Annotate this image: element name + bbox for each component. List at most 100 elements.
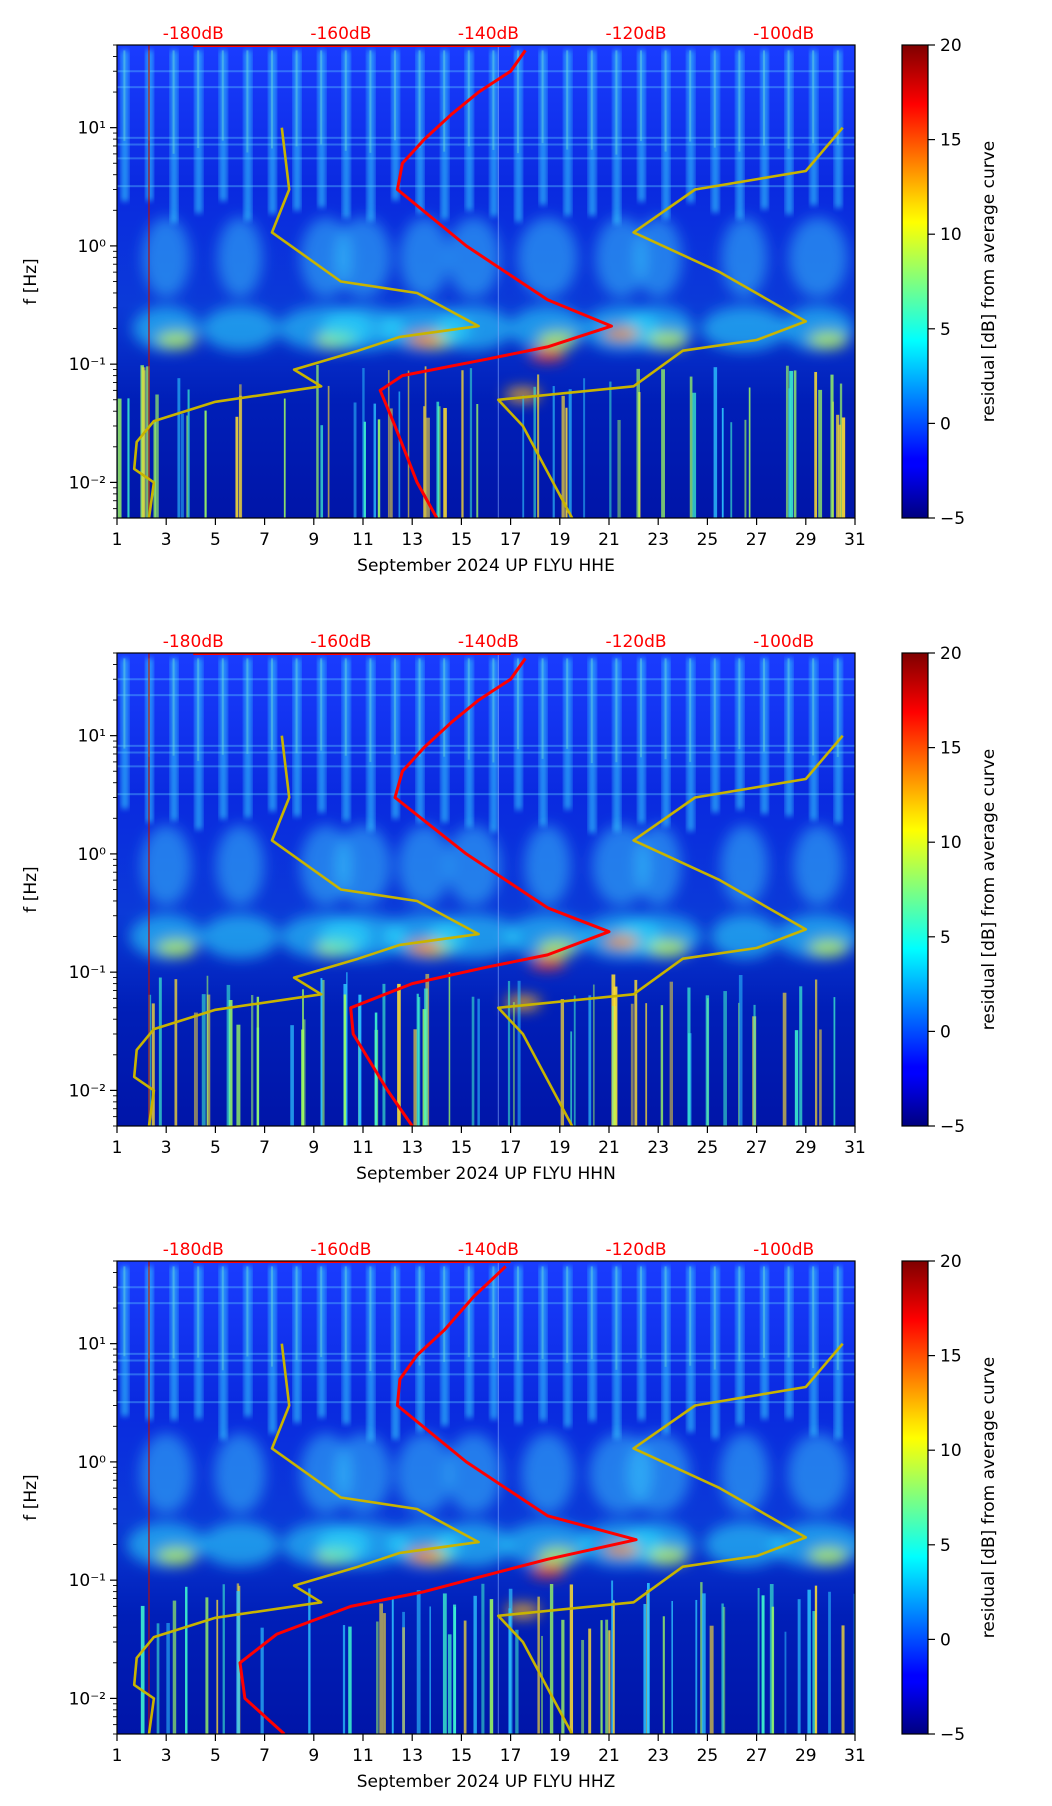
noise-streak (760, 50, 768, 209)
noise-streak-core (270, 658, 273, 750)
transient-spike (416, 993, 419, 1126)
db-scale: -180dB -160dB -140dB -120dB -100dB (163, 1240, 814, 1260)
noise-streak-core (639, 658, 642, 758)
transient-spike (473, 1595, 477, 1734)
db-label: -140dB (458, 632, 519, 652)
colorbar-tick-label: 0 (940, 1630, 951, 1650)
noise-streak (514, 1266, 522, 1424)
transient-spike (839, 383, 843, 518)
noise-streak (613, 658, 621, 832)
energy-blob (201, 306, 279, 351)
colorbar-title: residual [dB] from average curve (979, 141, 999, 422)
transient-spike (561, 395, 565, 518)
speckle-band (117, 1352, 855, 1355)
db-label: -100dB (753, 632, 814, 652)
spectrogram-image (117, 1261, 855, 1734)
colorbar-tick-label: 10 (940, 833, 962, 853)
x-tick-label: 29 (795, 1746, 817, 1766)
noise-streak (711, 50, 719, 213)
x-tick-label: 11 (352, 1138, 374, 1158)
noise-streak (170, 50, 178, 223)
noise-streak-core (787, 658, 790, 753)
transient-spike (569, 1584, 574, 1734)
noise-streak-core (836, 50, 839, 145)
transient-spike (605, 1619, 609, 1734)
noise-streak-core (197, 658, 200, 761)
noise-streak-core (738, 658, 741, 750)
noise-streak (588, 1266, 596, 1421)
db-label: -180dB (163, 1240, 224, 1260)
colorbar-tick-label: 10 (940, 225, 962, 245)
y-tick-labels: 10⁻² 10⁻¹ 10⁰ 10¹ (69, 119, 107, 494)
transient-spike (709, 1625, 714, 1734)
transient-spike (166, 1622, 170, 1734)
transient-spike (146, 366, 150, 518)
transient-spike (807, 1589, 811, 1734)
energy-hotspot (603, 934, 640, 949)
transient-spike (469, 368, 473, 518)
energy-blob (200, 1522, 280, 1567)
x-tick-label: 3 (161, 1138, 172, 1158)
x-tick-label: 5 (210, 1746, 221, 1766)
transient-spike (812, 1611, 816, 1734)
transient-spike (398, 391, 401, 518)
energy-plume (217, 217, 263, 298)
transient-spike (782, 992, 787, 1126)
transient-spike (205, 1597, 209, 1734)
noise-streak (760, 1266, 768, 1419)
noise-streak (539, 50, 547, 205)
spectrogram-image (117, 653, 855, 1126)
transient-spike (784, 1631, 787, 1734)
energy-plume (445, 1433, 502, 1514)
x-axis-title: September 2024 UP FLYU HHN (356, 1164, 616, 1184)
noise-streak-core (369, 658, 372, 762)
noise-streak (637, 1266, 645, 1420)
transient-spike (489, 1599, 494, 1734)
noise-streak-core (443, 1266, 446, 1362)
energy-plume (521, 1433, 574, 1514)
transient-spike (608, 1630, 611, 1734)
transient-spike (358, 994, 362, 1126)
db-label: -160dB (310, 632, 371, 652)
colorbar-tick-label: 20 (940, 36, 962, 56)
noise-curve (378, 49, 613, 518)
colorbar-tick-label: 15 (940, 739, 962, 759)
noise-streak-core (172, 658, 175, 756)
noise-streak (170, 658, 178, 821)
transient-spike (583, 378, 586, 518)
y-tick-labels: 10⁻² 10⁻¹ 10⁰ 10¹ (69, 1335, 107, 1710)
transient-spike (771, 1606, 775, 1734)
noise-streak (367, 1266, 375, 1441)
noise-streak-core (344, 50, 347, 151)
noise-streak (662, 50, 670, 219)
transient-spike (570, 1031, 573, 1126)
db-label: -120dB (606, 24, 667, 44)
noise-streak (564, 1266, 572, 1427)
transient-spike (155, 394, 159, 518)
noise-streak (441, 1266, 449, 1426)
transient-spike (236, 1024, 241, 1126)
energy-hotspot (603, 326, 640, 341)
microseism-energy (126, 1433, 855, 1618)
transient-spike (413, 1029, 417, 1126)
y-axis-title: f [Hz] (21, 1474, 41, 1520)
speckle-band (117, 1286, 855, 1289)
transient-spike (348, 1626, 352, 1734)
noise-streak-core (246, 1266, 249, 1357)
transient-spike (418, 997, 421, 1126)
x-tick-labels: 1 3 5 7 9 11 13 15 17 19 21 23 25 27 29 … (112, 1138, 866, 1158)
transient-spike (461, 370, 464, 518)
transient-spike (373, 403, 377, 518)
noise-streak (834, 50, 842, 208)
transient-spike (793, 370, 797, 518)
transient-spike (216, 1599, 219, 1734)
noise-streak (539, 658, 547, 826)
db-label: -100dB (753, 24, 814, 44)
noise-streak (711, 658, 719, 813)
transient-spike (560, 999, 565, 1126)
energy-blob (704, 1522, 785, 1567)
noise-streak (637, 658, 645, 824)
transient-spike (738, 975, 743, 1126)
y-tick-label: 10⁰ (78, 845, 107, 865)
